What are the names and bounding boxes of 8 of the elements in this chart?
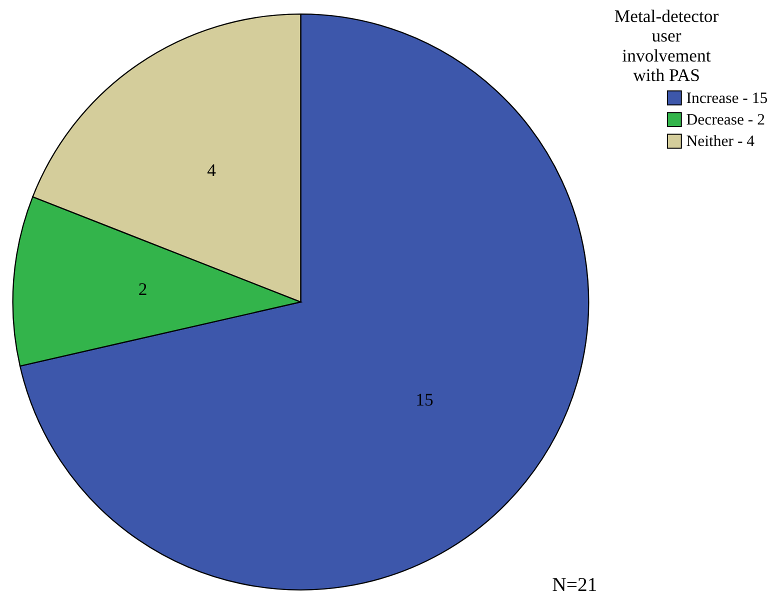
legend-label: Decrease - 2: [686, 112, 766, 129]
legend-label: Neither - 4: [686, 133, 755, 150]
data-label: 2: [138, 279, 148, 300]
data-label: 4: [207, 160, 216, 180]
legend-title: Metal-detector user involvement with PAS: [614, 6, 719, 86]
data-label: 15: [416, 390, 434, 410]
legend-label: Increase - 15: [686, 90, 768, 107]
text: N=21: [552, 574, 598, 596]
